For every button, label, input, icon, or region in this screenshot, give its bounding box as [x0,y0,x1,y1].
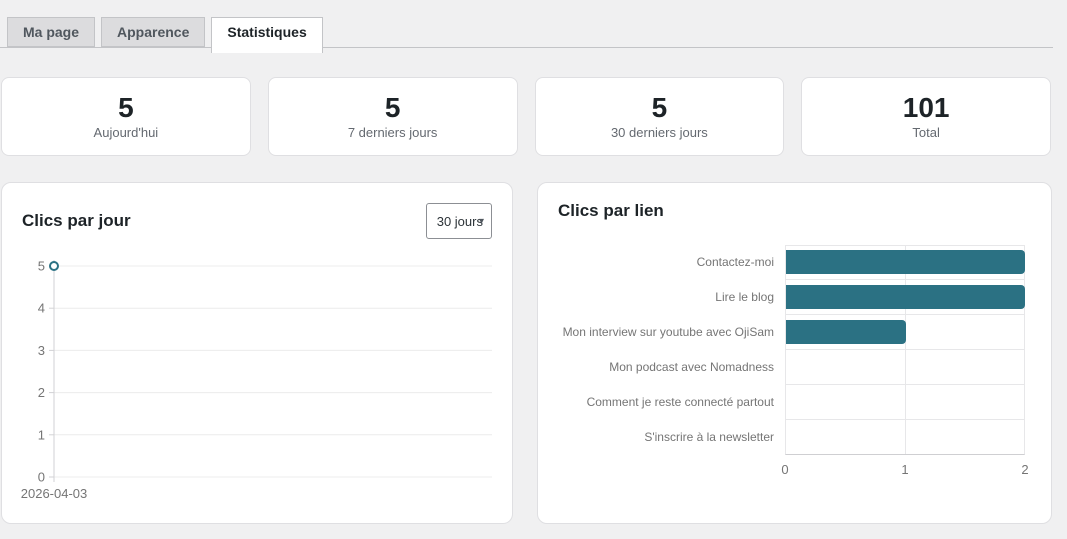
bar-label: Mon interview sur youtube avec OjiSam [562,325,774,339]
stat-value-30-days: 5 [651,92,668,124]
y-tick-label: 5 [38,259,45,274]
clicks-per-day-plot: 0 1 2 3 4 5 2026-04-03 [21,259,492,501]
bar-track [785,350,1024,385]
bar-track [785,420,1024,455]
tab-ma-page[interactable]: Ma page [7,17,96,47]
bar-track [785,385,1024,420]
y-tick-label: 3 [38,343,45,358]
y-tick-label: 1 [38,427,45,442]
stat-label-30-days: 30 derniers jours [610,124,708,140]
stat-label-7-days: 7 derniers jours [347,124,438,140]
bar-track [785,245,1025,280]
clicks-per-day-header: Clics par jour 30 jours ▾ [22,203,492,239]
y-tick-label: 2 [38,385,45,400]
tab-bar: Ma page Apparence Statistiques [0,0,1053,53]
stat-value-total: 101 [902,92,950,124]
bar-row: Comment je reste connecté partout [558,385,1031,420]
bar-row: Mon podcast avec Nomadness [558,350,1031,385]
x-tick-label: 0 [781,462,789,477]
bar-label: Comment je reste connecté partout [586,395,774,409]
bar [786,285,1025,309]
x-tick-label: 2 [1021,462,1029,477]
period-select[interactable]: 30 jours ▾ [425,203,492,239]
clicks-per-day-card: Clics par jour 30 jours ▾ 0 1 2 3 4 5 2026-04-… [1,182,513,524]
bar-track [785,315,1024,350]
bar-row: Contactez-moi [558,245,1031,280]
bar-row: Lire le blog [558,280,1031,315]
x-tick-label: 2026-04-03 [21,486,88,501]
stat-value-7-days: 5 [384,92,401,124]
tab-statistiques[interactable]: Statistiques [211,17,323,53]
period-select-value: 30 jours [436,213,483,229]
stat-card-total: 101 Total [801,77,1051,156]
clicks-per-link-card: Clics par lien Contactez-moi Lire le blog… [537,182,1052,524]
tab-apparence[interactable]: Apparence [101,17,206,47]
y-tick-label: 0 [38,470,45,485]
stat-label-today: Aujourd'hui [93,124,159,140]
bar-label: S'inscrire à la newsletter [644,430,774,444]
stat-value-today: 5 [118,92,134,124]
stat-card-7-days: 5 7 derniers jours [267,77,518,156]
bar-label: Lire le blog [715,290,774,304]
bar-row: S'inscrire à la newsletter [558,420,1031,455]
bar-row: Mon interview sur youtube avec OjiSam [558,315,1031,350]
bar [786,320,906,344]
bar-rows: Contactez-moi Lire le blog Mon interview s… [558,245,1031,455]
statistics-page: Ma page Apparence Statistiques 5 Aujourd… [0,0,1053,524]
y-tick-label: 4 [38,301,45,316]
stat-cards: 5 Aujourd'hui 5 7 derniers jours 5 30 de… [1,77,1051,156]
chevron-down-icon: ▾ [478,215,484,227]
stat-card-30-days: 5 30 derniers jours [534,77,785,156]
bar-label: Contactez-moi [696,255,774,269]
stat-label-total: Total [912,124,940,140]
charts-row: Clics par jour 30 jours ▾ 0 1 2 3 4 5 2026-04-… [1,182,1053,524]
bar-x-axis: 0 1 2 [781,462,1029,480]
clicks-per-day-title: Clics par jour [22,211,131,230]
bar-track [785,280,1025,315]
clicks-per-link-title: Clics par lien [558,201,664,220]
data-point [49,261,59,271]
stat-card-today: 5 Aujourd'hui [1,77,251,156]
bar [786,250,1025,274]
clicks-per-link-plot: Contactez-moi Lire le blog Mon interview s… [558,245,1031,480]
bar-gridlines [785,245,1025,455]
x-tick-label: 1 [901,462,909,477]
bar-label: Mon podcast avec Nomadness [609,360,774,374]
